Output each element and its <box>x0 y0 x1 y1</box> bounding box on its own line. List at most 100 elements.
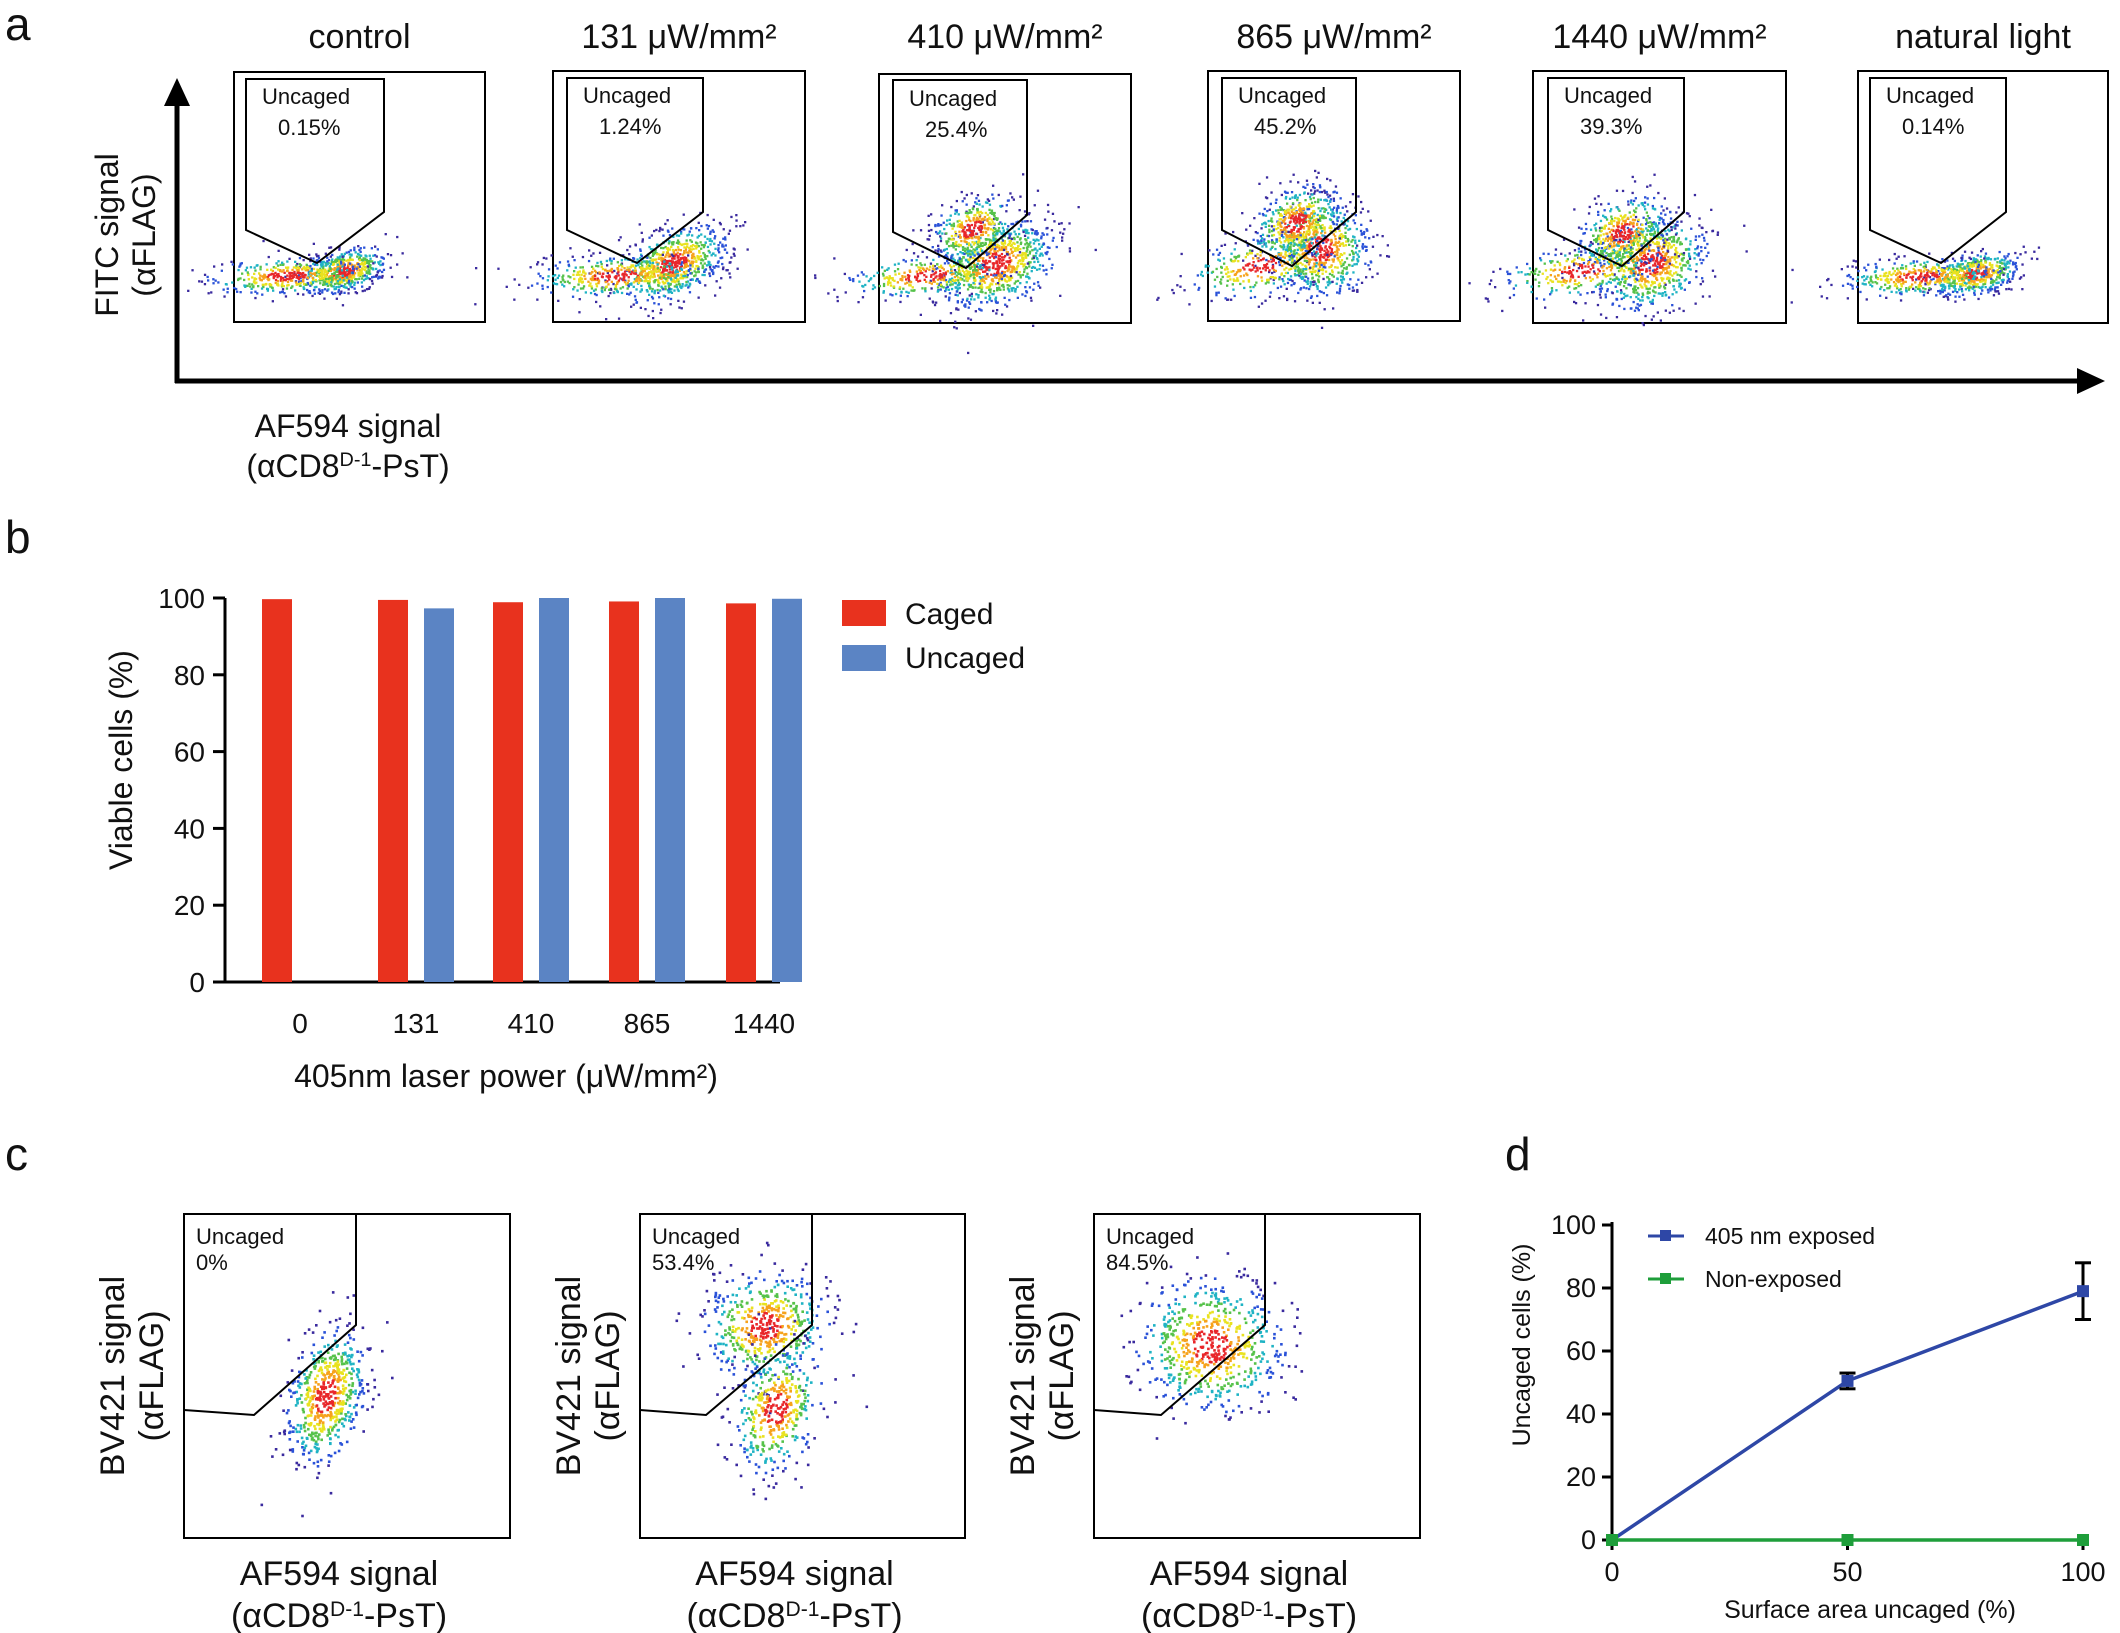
d-y-tick-label: 80 <box>1566 1273 1596 1303</box>
b-y-tick-label: 40 <box>174 813 205 844</box>
panel-label-a: a <box>5 0 31 50</box>
legend-swatch-uncaged <box>842 645 886 671</box>
d-ticks: 0 20 40 60 80 100 0 50 100 <box>1551 1210 2106 1587</box>
gate-polygon <box>183 1214 357 1417</box>
plot-frame <box>639 1213 966 1539</box>
c-y-label-line1: BV421 signal <box>550 1276 588 1476</box>
panel-a-x-label-line1: AF594 signal <box>255 408 442 444</box>
plot-title: 865 μW/mm² <box>1236 18 1431 56</box>
c-y-label-line1: BV421 signal <box>1004 1276 1042 1476</box>
c-y-label-line2: (αFLAG) <box>133 1310 171 1441</box>
data-point <box>2077 1534 2089 1546</box>
gate-polygon <box>639 1214 813 1417</box>
b-bars <box>262 598 802 982</box>
bar-chart-viability: 0 20 40 60 80 100 0 131 410 865 1440 Viable cells… <box>103 583 1025 1094</box>
gate-polygon <box>1869 77 2007 265</box>
gate-name: Uncaged <box>1886 83 1974 108</box>
c-x-label-line2: (αCD8D-1-PsT) <box>231 1597 447 1633</box>
gate-name: Uncaged <box>1238 83 1326 108</box>
gate-percent: 25.4% <box>925 117 987 142</box>
series-line-1 <box>1611 1289 2084 1542</box>
plot-frame <box>1207 70 1461 322</box>
gate-name: Uncaged <box>262 84 350 109</box>
data-point <box>1606 1534 1618 1546</box>
b-y-ticks: 0 20 40 60 80 100 <box>158 583 225 998</box>
c-x-label-line1: AF594 signal <box>695 1555 893 1593</box>
panel-a-axes <box>164 78 2105 394</box>
c-x-label-line2: (αCD8D-1-PsT) <box>686 1597 902 1633</box>
b-x-tick-label: 410 <box>508 1008 555 1039</box>
c-y-label-line2: (αFLAG) <box>589 1310 627 1441</box>
panel-label-c: c <box>5 1128 28 1180</box>
b-y-tick-label: 0 <box>189 967 205 998</box>
bar-uncaged-1440 <box>772 598 802 982</box>
b-legend: Caged Uncaged <box>842 598 1025 675</box>
bar-caged-0 <box>262 599 292 982</box>
bar-caged-410 <box>493 602 523 982</box>
b-y-tick-label: 100 <box>158 583 205 614</box>
plot-title: 131 μW/mm² <box>581 18 776 56</box>
flow-plot-a-3: 410 μW/mm² Uncaged 25.4% <box>814 18 1132 355</box>
gate-name: Uncaged <box>1564 83 1652 108</box>
d-x-tick-label: 100 <box>2060 1557 2105 1587</box>
b-x-ticks: 0 131 410 865 1440 <box>292 1008 795 1039</box>
gate-polygon <box>245 78 385 265</box>
panel-a-y-label-line2: (αFLAG) <box>126 173 162 296</box>
line-chart-uncaged: 0 20 40 60 80 100 0 50 100 Uncaged cells (%) Sur… <box>1508 1210 2106 1624</box>
d-x-tick-label: 0 <box>1604 1557 1619 1587</box>
gate-name: Uncaged <box>1106 1224 1194 1249</box>
c-y-label-line1: BV421 signal <box>94 1276 132 1476</box>
bar-uncaged-410 <box>539 598 569 982</box>
legend-label-nonexposed: Non-exposed <box>1705 1266 1842 1292</box>
d-y-tick-label: 40 <box>1566 1399 1596 1429</box>
scatter-points <box>474 211 749 321</box>
d-legend: 405 nm exposed Non-exposed <box>1648 1223 1875 1292</box>
panel-a-y-label-line1: FITC signal <box>89 153 125 317</box>
b-x-tick-label: 0 <box>292 1008 308 1039</box>
d-y-tick-label: 0 <box>1581 1525 1596 1555</box>
c-x-label-line2: (αCD8D-1-PsT) <box>1141 1597 1357 1633</box>
plot-frame <box>878 73 1132 324</box>
gate-name: Uncaged <box>909 86 997 111</box>
panel-a: control Uncaged 0.15% 131 μW/mm² Uncaged 1.24… <box>89 18 2109 484</box>
d-y-tick-label: 20 <box>1566 1462 1596 1492</box>
legend-swatch-caged <box>842 600 886 626</box>
plot-title: 410 μW/mm² <box>907 18 1102 56</box>
gate-name: Uncaged <box>652 1224 740 1249</box>
d-x-tick-label: 50 <box>1832 1557 1862 1587</box>
data-point <box>1841 1374 1854 1387</box>
b-x-tick-label: 865 <box>624 1008 671 1039</box>
flow-plot-a-2: 131 μW/mm² Uncaged 1.24% <box>474 18 806 323</box>
d-x-axis-label: Surface area uncaged (%) <box>1724 1596 2016 1624</box>
scatter-points <box>175 233 409 307</box>
legend-label-405: 405 nm exposed <box>1705 1223 1875 1249</box>
data-point <box>2077 1285 2089 1298</box>
gate-name: Uncaged <box>583 83 671 108</box>
d-y-axis-label: Uncaged cells (%) <box>1508 1244 1536 1447</box>
bar-caged-1440 <box>726 603 756 982</box>
data-point <box>1841 1534 1854 1546</box>
panel-label-d: d <box>1505 1128 1531 1180</box>
legend-label-caged: Caged <box>905 598 993 631</box>
b-y-tick-label: 60 <box>174 737 205 768</box>
b-x-tick-label: 131 <box>393 1008 440 1039</box>
b-y-tick-label: 20 <box>174 890 205 921</box>
c-x-label-line1: AF594 signal <box>240 1555 438 1593</box>
gate-polygon <box>1547 77 1685 268</box>
gate-percent: 39.3% <box>1580 114 1642 139</box>
flow-plot-a-4: 865 μW/mm² Uncaged 45.2% <box>1156 18 1461 329</box>
b-x-tick-label: 1440 <box>733 1008 795 1039</box>
panel-a-plots: control Uncaged 0.15% 131 μW/mm² Uncaged 1.24… <box>175 18 2109 355</box>
d-y-tick-label: 100 <box>1551 1210 1596 1240</box>
b-x-axis-label: 405nm laser power (μW/mm²) <box>294 1058 718 1094</box>
plot-title: control <box>308 18 410 56</box>
panel-label-b: b <box>5 511 31 563</box>
gate-polygon <box>892 79 1028 270</box>
gate-polygon <box>1093 1214 1266 1417</box>
b-y-tick-label: 80 <box>174 660 205 691</box>
gate-percent: 84.5% <box>1106 1250 1168 1275</box>
